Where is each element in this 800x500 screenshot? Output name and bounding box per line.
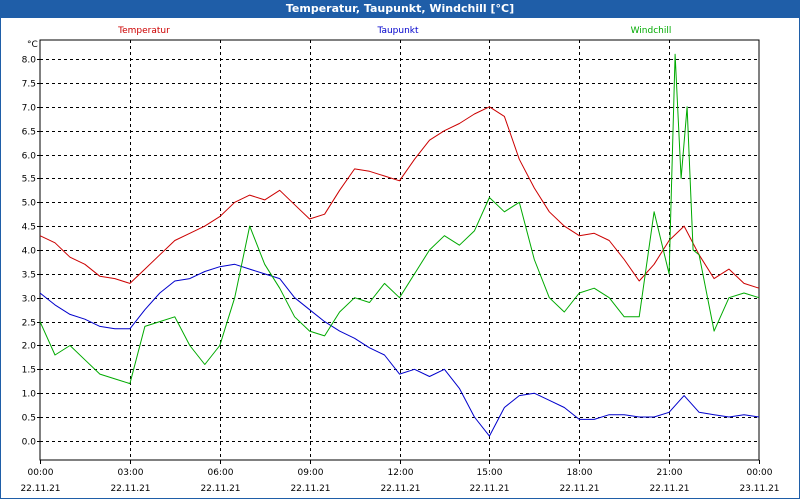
legend-label-taupunkt: Taupunkt [376,26,419,36]
series-line-taupunkt [39,263,760,437]
x-tick-label-date: 22.11.21 [20,484,60,494]
y-tick-label: 2.5 [22,319,36,329]
legend-label-temperatur: Temperatur [117,26,170,36]
x-tick-label-time: 18:00 [567,468,593,478]
y-tick-label: 1.5 [22,366,36,376]
chart-canvas: 0.0 0.5 1.0 1.5 2.0 2.5 3.0 3.5 4.0 4.5 5.0 5.5 6.0 6… [20,26,779,494]
y-axis-label: °C [27,40,38,50]
x-tick-label-date: 22.11.21 [110,484,150,494]
y-tick-label: 5.5 [22,175,36,185]
x-tick-label-time: 15:00 [477,468,503,478]
series-line-temperatur [39,106,760,289]
x-tick-label-date: 22.11.21 [649,484,689,494]
x-tick-label-date: 22.11.21 [200,484,240,494]
x-tick-label-time: 00:00 [28,468,54,478]
y-tick-label: 4.5 [22,223,36,233]
y-tick-label: 3.0 [22,295,37,305]
y-tick-label: 0.5 [22,414,36,424]
y-tick-label: 7.0 [22,104,37,114]
x-tick-label-time: 09:00 [298,468,324,478]
y-tick-label: 8.0 [22,56,37,66]
y-tick-label: 7.5 [22,80,36,90]
x-tick-label-time: 00:00 [747,468,773,478]
y-tick-label: 2.0 [22,342,37,352]
axis-layer: 0.0 0.5 1.0 1.5 2.0 2.5 3.0 3.5 4.0 4.5 5.0 5.5 6.0 6… [20,40,779,494]
y-tick-label: 1.0 [22,390,37,400]
y-tick-label: 0.0 [22,438,37,448]
x-tick-label-date: 22.11.21 [559,484,599,494]
y-tick-label: 6.5 [22,128,36,138]
x-tick-label-time: 21:00 [657,468,683,478]
x-tick-label-time: 06:00 [208,468,234,478]
x-tick-label-date: 22.11.21 [380,484,420,494]
grid-layer [39,39,760,461]
plot-border [39,39,760,461]
x-tick-label-date: 23.11.21 [739,484,779,494]
chart-frame: 0.0 0.5 1.0 1.5 2.0 2.5 3.0 3.5 4.0 4.5 5.0 5.5 6.0 6… [0,18,800,499]
y-tick-label: 5.0 [22,199,37,209]
y-tick-label: 3.5 [22,271,36,281]
legend-label-windchill: Windchill [631,26,672,36]
y-tick-label: 6.0 [22,152,37,162]
series-line-windchill [39,53,760,385]
x-tick-label-time: 03:00 [118,468,144,478]
chart-title: Temperatur, Taupunkt, Windchill [°C] [0,0,800,18]
x-tick-label-date: 22.11.21 [290,484,330,494]
x-tick-label-time: 12:00 [388,468,414,478]
x-tick-label-date: 22.11.21 [469,484,509,494]
series-layer [39,53,760,437]
y-tick-label: 4.0 [22,247,37,257]
legend-layer: Temperatur Taupunkt Windchill [117,26,671,36]
